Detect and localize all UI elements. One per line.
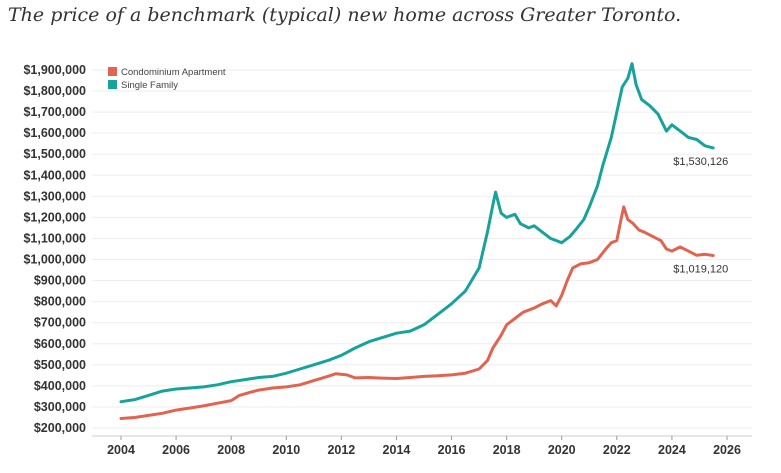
end-value-label: $1,530,126 xyxy=(673,156,728,168)
y-tick-label: $500,000 xyxy=(34,358,86,372)
series-line-condominium-apartment xyxy=(119,205,715,420)
x-tick-label: 2020 xyxy=(548,443,576,457)
end-labels: $1,019,120 $1,530,126 xyxy=(673,156,728,276)
y-tick-label: $1,900,000 xyxy=(23,63,86,77)
y-tick-label: $1,700,000 xyxy=(23,105,86,119)
x-tick-label: 2022 xyxy=(603,443,631,457)
x-axis: 2004 2006 2008 2010 2012 2014 2016 2018 2020 2022… xyxy=(92,435,752,457)
x-tick-label: 2026 xyxy=(713,443,741,457)
y-tick-label: $200,000 xyxy=(34,421,86,435)
y-tick-label: $900,000 xyxy=(34,274,86,288)
y-tick-label: $1,200,000 xyxy=(23,210,86,224)
x-tick-label: 2006 xyxy=(162,443,190,457)
x-tick-label: 2014 xyxy=(383,443,411,457)
x-tick-label: 2018 xyxy=(493,443,521,457)
y-tick-label: $1,800,000 xyxy=(23,84,86,98)
gridlines xyxy=(92,69,752,429)
y-tick-label: $300,000 xyxy=(34,400,86,414)
y-tick-label: $1,600,000 xyxy=(23,126,86,140)
x-tick-label: 2010 xyxy=(272,443,300,457)
legend: Condominium Apartment Single Family xyxy=(108,67,226,91)
end-value-label: $1,019,120 xyxy=(673,264,728,276)
y-tick-label: $1,400,000 xyxy=(23,168,86,182)
x-tick-label: 2024 xyxy=(658,443,686,457)
legend-label: Condominium Apartment xyxy=(121,67,226,78)
legend-swatch xyxy=(108,67,117,76)
series-lines xyxy=(119,62,715,420)
series-line-single-family xyxy=(119,62,715,404)
y-tick-label: $800,000 xyxy=(34,295,86,309)
y-axis: $200,000 $300,000 $400,000 $500,000 $600,000… xyxy=(23,63,86,435)
x-tick-label: 2012 xyxy=(327,443,355,457)
x-tick-label: 2016 xyxy=(438,443,466,457)
y-tick-label: $600,000 xyxy=(34,337,86,351)
y-tick-label: $1,500,000 xyxy=(23,147,86,161)
x-tick-label: 2008 xyxy=(217,443,245,457)
y-tick-label: $1,100,000 xyxy=(23,231,86,245)
y-tick-label: $1,000,000 xyxy=(23,253,86,267)
y-tick-label: $1,300,000 xyxy=(23,189,86,203)
y-tick-label: $400,000 xyxy=(34,379,86,393)
y-tick-label: $700,000 xyxy=(34,316,86,330)
chart-title: The price of a benchmark (typical) new h… xyxy=(8,4,682,26)
x-tick-label: 2004 xyxy=(107,443,135,457)
legend-swatch xyxy=(108,80,117,89)
legend-label: Single Family xyxy=(121,80,178,91)
